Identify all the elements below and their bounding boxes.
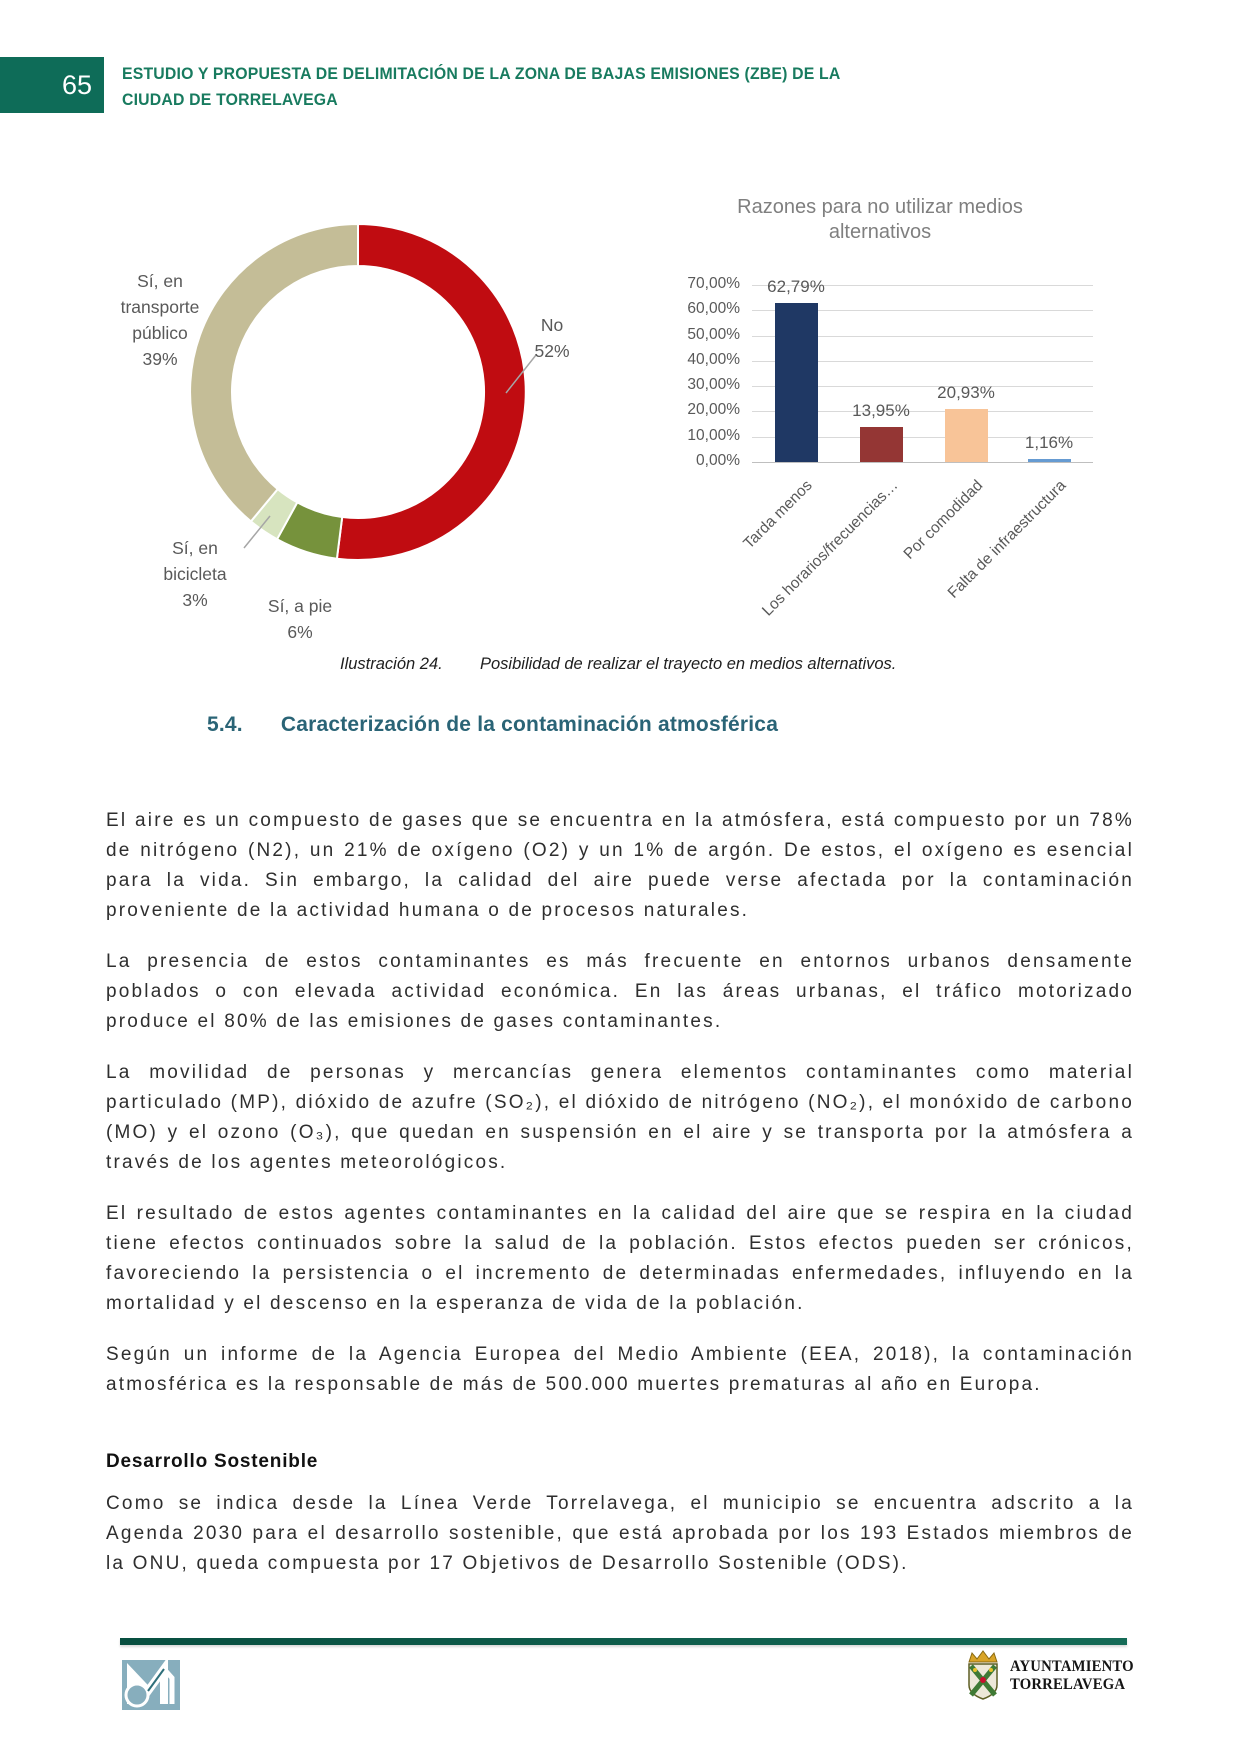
section-title: Caracterización de la contaminación atmo… bbox=[280, 713, 779, 736]
bar-por-comodidad bbox=[944, 409, 988, 462]
x-axis-label: Tarda menos bbox=[740, 477, 817, 553]
page-number-box: 65 bbox=[0, 57, 104, 113]
x-axis-label: Los horarios/frecuencias… bbox=[758, 477, 902, 620]
paragraph: La movilidad de personas y mercancías ge… bbox=[106, 1062, 1134, 1173]
paragraph: Como se indica desde la Línea Verde Torr… bbox=[106, 1493, 1134, 1574]
document-header-title: ESTUDIO Y PROPUESTA DE DELIMITACIÓN DE L… bbox=[122, 64, 841, 109]
gridline bbox=[752, 436, 1093, 438]
paragraph: El aire es un compuesto de gases que se … bbox=[106, 810, 1134, 921]
bar-value-label: 20,93% bbox=[937, 383, 995, 403]
section-heading: 5.4. Caracterización de la contaminación… bbox=[207, 713, 778, 737]
bar-tarda-menos bbox=[774, 303, 818, 462]
bar-value-label: 1,16% bbox=[1024, 433, 1074, 453]
gridline bbox=[752, 462, 1093, 463]
abstract-m-logo bbox=[122, 1660, 180, 1710]
paragraph: La presencia de estos contaminantes es m… bbox=[106, 951, 1134, 1032]
donut-slice-no bbox=[335, 222, 527, 561]
figure-caption-text: Posibilidad de realizar el trayecto en m… bbox=[480, 655, 897, 673]
gridline bbox=[752, 310, 1093, 312]
gridline bbox=[752, 285, 1093, 286]
donut-chart bbox=[189, 222, 537, 561]
donut-label-no: No 52% bbox=[534, 315, 570, 361]
bar-value-label: 13,95% bbox=[852, 400, 910, 420]
footer-divider-rule bbox=[120, 1638, 1127, 1645]
gridline bbox=[752, 335, 1093, 337]
y-axis-tick-label: 40,00% bbox=[687, 350, 740, 368]
section-number: 5.4. bbox=[207, 713, 243, 736]
donut-label-transporte-publico: Sí, en transporte público 39% bbox=[120, 271, 200, 369]
bar-chart: Razones para no utilizar medios alternat… bbox=[620, 195, 1140, 630]
y-axis-tick-label: 50,00% bbox=[687, 325, 740, 343]
ayuntamiento-logo: AYUNTAMIENTO TORRELAVEGA bbox=[962, 1650, 1145, 1702]
x-axis-label: Por comodidad bbox=[900, 477, 987, 563]
torrelavega-crest-icon bbox=[968, 1650, 998, 1700]
bar-value-label: 62,79% bbox=[767, 277, 825, 297]
y-axis-tick-label: 10,00% bbox=[687, 426, 740, 444]
gridline bbox=[752, 360, 1093, 362]
paragraph: El resultado de estos agentes contaminan… bbox=[106, 1203, 1134, 1314]
bar-chart-title: Razones para no utilizar medios alternat… bbox=[737, 196, 1023, 243]
gridline bbox=[752, 411, 1093, 413]
y-axis-tick-label: 30,00% bbox=[687, 376, 740, 394]
ayuntamiento-label: AYUNTAMIENTO TORRELAVEGA bbox=[1010, 1658, 1134, 1693]
paragraph: Según un informe de la Agencia Europea d… bbox=[106, 1344, 1134, 1395]
gridline bbox=[752, 386, 1093, 388]
y-axis-tick-label: 20,00% bbox=[687, 401, 740, 419]
y-axis-tick-label: 60,00% bbox=[687, 300, 740, 318]
leader-line-bicicleta bbox=[243, 515, 271, 549]
donut-label-bicicleta: Sí, en bicicleta 3% bbox=[163, 538, 227, 610]
y-axis-tick-label: 70,00% bbox=[687, 275, 740, 292]
bar-los-horarios-frecuencias- bbox=[859, 426, 903, 462]
leader-line-no bbox=[505, 354, 537, 394]
donut-label-a-pie: Sí, a pie 6% bbox=[267, 596, 333, 642]
donut-slice-s-en-transporte-p-blico bbox=[189, 222, 359, 523]
page-number: 65 bbox=[61, 69, 92, 100]
subheading-desarrollo-sostenible: Desarrollo Sostenible bbox=[106, 1451, 319, 1472]
figure-caption-number: Ilustración 24. bbox=[340, 655, 443, 673]
y-axis-tick-label: 0,00% bbox=[696, 452, 740, 469]
bar-falta-de-infraestructura bbox=[1027, 459, 1071, 462]
